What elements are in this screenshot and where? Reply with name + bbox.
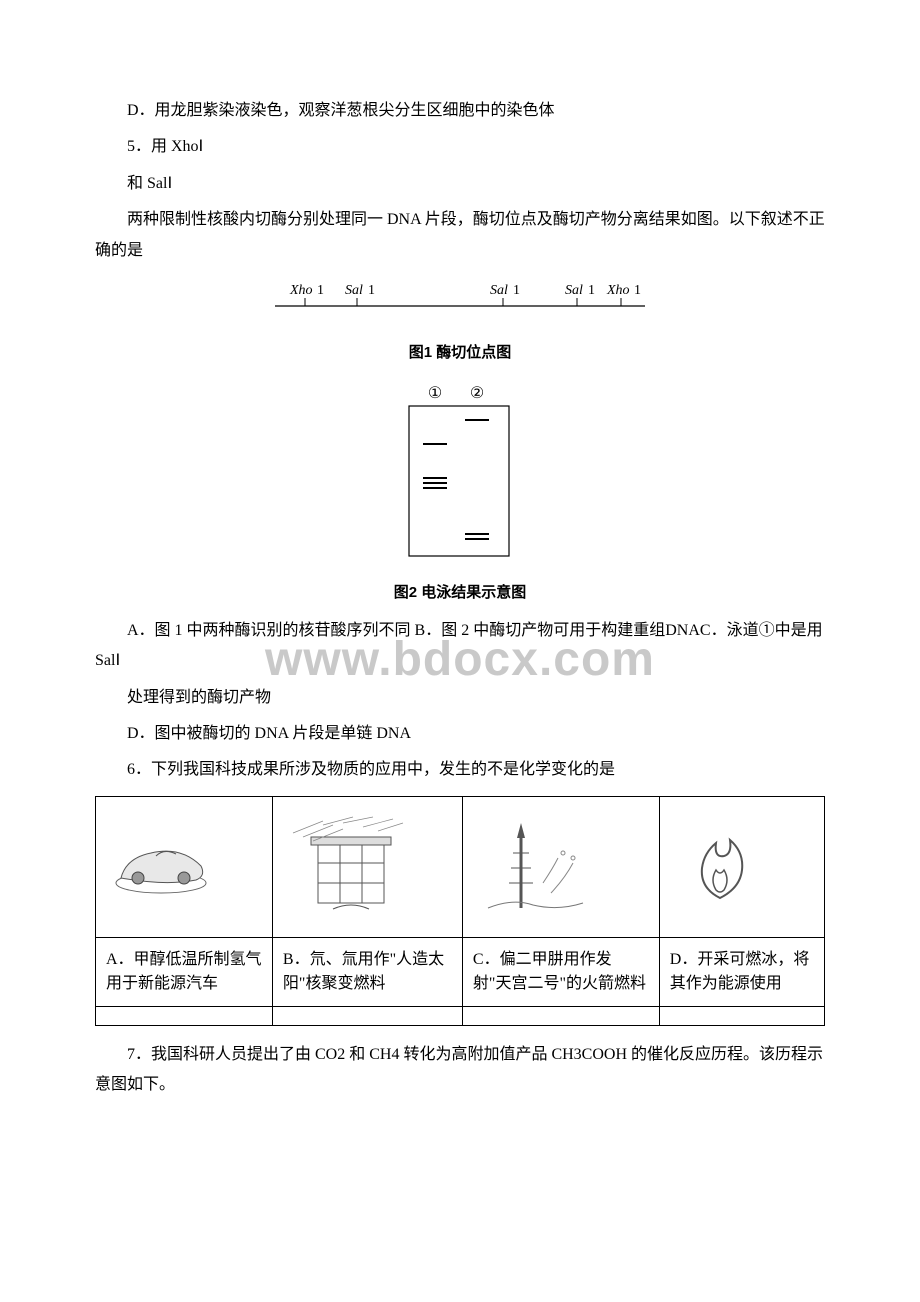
q5-option-c-cont: 处理得到的酶切产物 <box>95 683 825 713</box>
q6-cell-d-text: D．开采可燃冰，将其作为能源使用 <box>659 937 824 1006</box>
question-5-line1: 5．用 XhoⅠ <box>95 132 825 162</box>
q6-cell-d-image <box>659 796 824 937</box>
q6-cell-b-image <box>272 796 462 937</box>
q6-empty-a <box>96 1006 273 1025</box>
q5-options-abc: A．图 1 中两种酶识别的核苷酸序列不同 B．图 2 中酶切产物可用于构建重组D… <box>95 616 825 677</box>
label-xho1-right: Xho <box>606 283 630 298</box>
question-5-line3: 两种限制性核酸内切酶分别处理同一 DNA 片段，酶切位点及酶切产物分离结果如图。… <box>95 205 825 266</box>
svg-text:1: 1 <box>634 283 641 298</box>
q6-cell-a-text: A．甲醇低温所制氢气用于新能源汽车 <box>96 937 273 1006</box>
figure-1-caption: 图1 酶切位点图 <box>95 339 825 368</box>
lane-1-label: ① <box>428 385 442 402</box>
svg-text:1: 1 <box>513 283 520 298</box>
q5-option-d: D．图中被酶切的 DNA 片段是单链 DNA <box>95 719 825 749</box>
q6-cell-c-text: C．偏二甲肼用作发射"天宫二号"的火箭燃料 <box>462 937 659 1006</box>
svg-text:1: 1 <box>588 283 595 298</box>
question-5-line2: 和 SalⅠ <box>95 169 825 199</box>
q6-empty-b <box>272 1006 462 1025</box>
q6-cell-c-image <box>462 796 659 937</box>
figure-2-caption: 图2 电泳结果示意图 <box>95 579 825 608</box>
figure-1-enzyme-sites: Xho 1 Sal 1 Sal 1 Sal 1 Xho 1 图1 酶切位点图 <box>95 280 825 368</box>
q6-options-table: A．甲醇低温所制氢气用于新能源汽车 B．氘、氚用作"人造太阳"核聚变燃料 C．偏… <box>95 796 825 1026</box>
svg-text:1: 1 <box>368 283 375 298</box>
figure-2-gel: ① ② 图2 电泳结果示意图 <box>95 382 825 608</box>
lane-2-label: ② <box>470 385 484 402</box>
q6-empty-c <box>462 1006 659 1025</box>
label-sal1-mid: Sal <box>490 283 508 298</box>
label-sal1-right: Sal <box>565 283 583 298</box>
question-6-intro: 6．下列我国科技成果所涉及物质的应用中，发生的不是化学变化的是 <box>95 755 825 785</box>
label-sal1-left: Sal <box>345 283 363 298</box>
label-xho1-left: Xho <box>289 283 313 298</box>
svg-text:1: 1 <box>317 283 324 298</box>
question-7: 7．我国科研人员提出了由 CO2 和 CH4 转化为高附加值产品 CH3COOH… <box>95 1040 825 1101</box>
paragraph-d: D．用龙胆紫染液染色，观察洋葱根尖分生区细胞中的染色体 <box>95 96 825 126</box>
q6-empty-d <box>659 1006 824 1025</box>
q6-cell-b-text: B．氘、氚用作"人造太阳"核聚变燃料 <box>272 937 462 1006</box>
q6-cell-a-image <box>96 796 273 937</box>
